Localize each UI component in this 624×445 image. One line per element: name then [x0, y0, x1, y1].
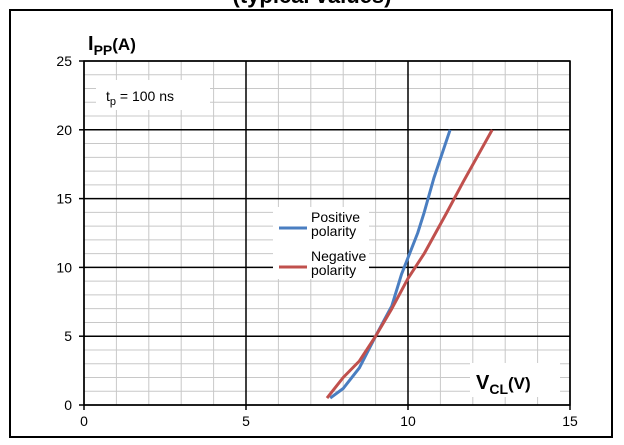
x-axis-label-unit: (V) — [508, 374, 531, 393]
x-axis-label-box — [470, 363, 560, 397]
y-tick-label: 20 — [56, 122, 72, 138]
x-axis-label-main: V — [476, 372, 490, 394]
annotation-rest: = 100 ns — [116, 88, 174, 104]
x-tick-label: 15 — [562, 413, 578, 429]
x-tick-label: 5 — [242, 413, 250, 429]
y-tick-label: 0 — [64, 397, 72, 413]
x-tick-label: 0 — [80, 413, 88, 429]
legend-label: Negative — [311, 248, 366, 264]
y-tick-label: 25 — [56, 53, 72, 69]
axis-ticks — [79, 60, 571, 410]
y-tick-label: 15 — [56, 191, 72, 207]
minor-grid — [84, 61, 570, 405]
y-axis-label-main: I — [88, 33, 94, 55]
y-axis-label-unit: (A) — [112, 35, 136, 54]
series-lines — [325, 129, 494, 400]
series-line-positive — [329, 129, 452, 400]
pulse-annotation: tp = 100 ns — [106, 88, 174, 108]
y-tick-label: 10 — [56, 259, 72, 275]
chart-frame — [9, 9, 613, 438]
annotation-box — [96, 80, 210, 110]
chart-title-fragment: (typical values) — [0, 0, 624, 8]
legend-label: polarity — [311, 262, 356, 278]
y-tick-label: 5 — [64, 328, 72, 344]
plot-area — [83, 60, 571, 406]
x-axis-label: VCL(V) — [476, 372, 531, 397]
x-tick-label: 10 — [400, 413, 416, 429]
y-axis-label: IPP(A) — [88, 33, 136, 58]
legend-label: polarity — [311, 223, 356, 239]
series-line-negative — [325, 129, 494, 400]
tick-labels: 0 5 10 15 0 5 10 15 20 25 — [56, 53, 578, 429]
y-axis-label-sub: PP — [94, 42, 113, 58]
legend-label: Positive — [311, 209, 360, 225]
annotation-sub: p — [110, 96, 116, 108]
x-axis-label-sub: CL — [489, 381, 508, 397]
annotation-main: t — [106, 88, 110, 104]
